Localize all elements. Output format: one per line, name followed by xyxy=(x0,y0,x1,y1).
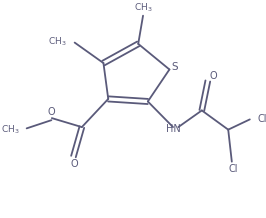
Text: HN: HN xyxy=(166,124,180,134)
Text: S: S xyxy=(171,62,178,72)
Text: O: O xyxy=(209,71,217,81)
Text: Cl: Cl xyxy=(228,164,238,174)
Text: CH$_3$: CH$_3$ xyxy=(1,123,19,136)
Text: O: O xyxy=(48,107,55,118)
Text: O: O xyxy=(71,159,78,169)
Text: CH$_3$: CH$_3$ xyxy=(48,35,67,48)
Text: CH$_3$: CH$_3$ xyxy=(134,2,152,14)
Text: Cl: Cl xyxy=(257,114,266,124)
